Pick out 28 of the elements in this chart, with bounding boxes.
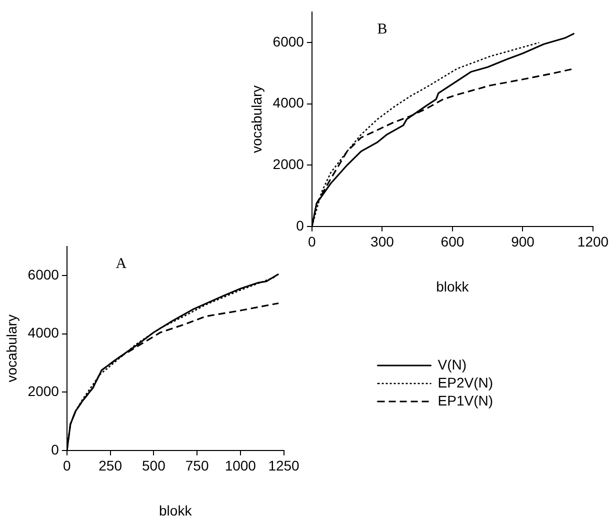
x-tick-label: 500 xyxy=(142,458,166,474)
x-tick-label: 600 xyxy=(440,234,464,250)
x-tick-label: 300 xyxy=(370,234,394,250)
text: B xyxy=(377,21,388,38)
legend-label: EP1V(N) xyxy=(438,392,493,408)
x-tick-label: 750 xyxy=(185,458,209,474)
y-axis-title: vocabulary xyxy=(3,314,20,382)
x-tick-label: 900 xyxy=(511,234,535,250)
x-axis-title: blokk xyxy=(159,502,193,518)
y-tick-label: 6000 xyxy=(272,33,304,50)
y-tick-label: 2000 xyxy=(28,382,60,399)
y-tick-label: 2000 xyxy=(272,156,304,172)
y-axis-title: vocabulary xyxy=(248,85,264,154)
text: A xyxy=(116,256,127,272)
y-tick-label: 0 xyxy=(51,441,60,458)
x-tick-label: 0 xyxy=(63,458,72,474)
x-tick-label: 1200 xyxy=(577,234,609,250)
y-tick-label: 0 xyxy=(296,217,304,234)
y-tick-label: 6000 xyxy=(28,266,60,282)
legend-label: V(N) xyxy=(438,356,467,372)
x-tick-label: 0 xyxy=(308,234,316,250)
x-tick-label: 250 xyxy=(98,458,122,474)
x-tick-label: 1250 xyxy=(268,458,300,474)
x-axis-title: blokk xyxy=(436,278,470,294)
x-tick-label: 1000 xyxy=(224,458,256,474)
y-tick-label: 4000 xyxy=(272,94,304,111)
legend-label: EP2V(N) xyxy=(438,374,493,390)
y-tick-label: 4000 xyxy=(28,324,60,341)
